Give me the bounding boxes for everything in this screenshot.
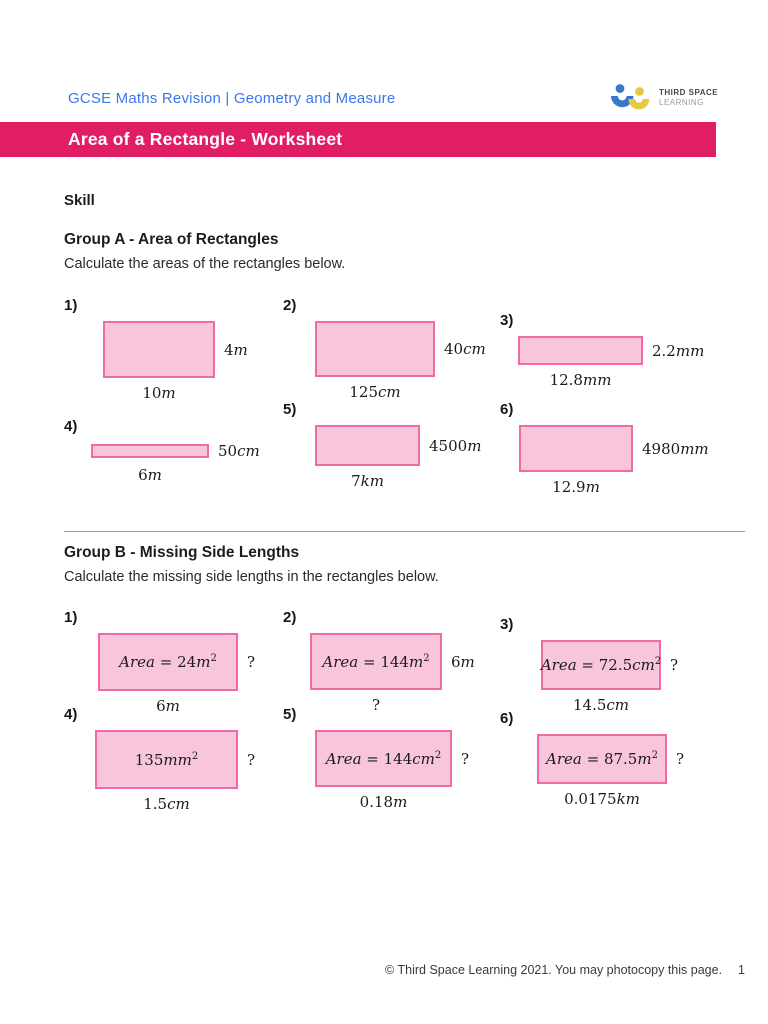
side-label-right: 4500m (429, 436, 482, 455)
area-label: 135mm2 (134, 750, 199, 769)
side-label-right: ? (461, 749, 470, 768)
logo-wordmark: THIRD SPACE LEARNING (659, 88, 718, 108)
side-label-right: ? (670, 656, 679, 674)
rectangle: Area = 144cm2 (315, 730, 452, 787)
side-label-bottom: 6m (138, 466, 162, 484)
item-number: 1) (64, 609, 78, 626)
side-label-bottom: 12.9m (552, 478, 600, 496)
group-a-title: Group A - Area of Rectangles (64, 231, 279, 248)
item-number: 2) (283, 297, 297, 314)
rectangle (315, 321, 435, 377)
rectangle (518, 336, 643, 365)
side-label-right: ? (676, 750, 685, 768)
item-number: 6) (500, 401, 514, 418)
side-label-bottom: 7km (351, 472, 384, 490)
worksheet-item: 3) Area = 72.5cm2? 14.5cm (500, 616, 679, 715)
side-label-bottom: 0.18m (359, 793, 408, 811)
worksheet-item: 5) 4500m 7km (283, 401, 482, 491)
worksheet-item: 6) 4980mm 12.9m (500, 401, 709, 497)
worksheet-item: 6) Area = 87.5m2? 0.0175km (500, 710, 685, 809)
worksheet-item: 1) 4m 10m (64, 297, 248, 403)
side-label-bottom: 12.8mm (549, 371, 612, 389)
group-b-instruction: Calculate the missing side lengths in th… (64, 569, 439, 585)
rectangle: 135mm2 (95, 730, 238, 789)
worksheet-item: 3) 2.2mm 12.8mm (500, 312, 705, 390)
item-number: 3) (500, 616, 514, 633)
side-label-right: 4980mm (642, 439, 709, 458)
area-label: Area = 24m2 (119, 653, 217, 671)
worksheet-item: 4) 50cm 6m (64, 418, 260, 485)
item-number: 5) (283, 706, 297, 723)
group-b-title: Group B - Missing Side Lengths (64, 544, 300, 561)
page-number: 1 (738, 963, 745, 977)
side-label-bottom: 125cm (349, 383, 401, 401)
item-number: 2) (283, 609, 297, 626)
page-title: Area of a Rectangle - Worksheet (68, 129, 343, 149)
rectangle: Area = 87.5m2 (537, 734, 667, 784)
side-label-right: 6m (451, 652, 475, 671)
side-label-right: ? (247, 750, 256, 769)
side-label-bottom: 1.5cm (143, 795, 190, 813)
item-number: 4) (64, 418, 78, 435)
area-label: Area = 72.5cm2 (540, 656, 662, 674)
area-label: Area = 144m2 (322, 652, 430, 671)
skill-heading: Skill (64, 192, 95, 209)
group-a-instruction: Calculate the areas of the rectangles be… (64, 256, 346, 272)
worksheet-item: 1) Area = 24m2? 6m (64, 609, 256, 716)
rectangle (519, 425, 633, 472)
area-label: Area = 87.5m2 (546, 750, 658, 768)
group-b-items: 1) Area = 24m2? 6m 2) Area = 144m2 6m? 3) Area … (64, 610, 768, 822)
item-number: 4) (64, 706, 78, 723)
item-number: 6) (500, 710, 514, 727)
rectangle: Area = 72.5cm2 (541, 640, 661, 690)
side-label-bottom: 6m (156, 697, 180, 715)
worksheet-item: 5) Area = 144cm2? 0.18m (283, 706, 470, 812)
copyright-text: © Third Space Learning 2021. You may pho… (385, 963, 723, 977)
worksheet-item: 2) 40cm 125cm (283, 297, 486, 402)
third-space-learning-logo: THIRD SPACE LEARNING (610, 82, 718, 114)
breadcrumb: GCSE Maths Revision | Geometry and Measu… (68, 90, 396, 107)
side-label-right: 40cm (444, 340, 486, 358)
brand-line-1: THIRD SPACE (659, 88, 719, 97)
rectangle: Area = 144m2 (310, 633, 442, 690)
item-number: 3) (500, 312, 514, 329)
page-footer: © Third Space Learning 2021. You may pho… (385, 963, 745, 977)
side-label-right: 4m (224, 340, 248, 359)
group-a-items: 1) 4m 10m 2) 40cm 125cm 3) 2.2mm 12.8mm 4) 50cm 6m 5… (64, 298, 768, 510)
rectangle: Area = 24m2 (98, 633, 238, 691)
side-label-right: ? (247, 653, 256, 671)
side-label-right: 2.2mm (652, 341, 705, 360)
side-label-bottom: 0.0175km (564, 790, 640, 808)
rectangle (91, 444, 209, 458)
side-label-bottom: ? (371, 696, 381, 714)
worksheet-item: 2) Area = 144m2 6m? (283, 609, 475, 715)
item-number: 5) (283, 401, 297, 418)
third-space-learning-logo-icon (610, 82, 650, 114)
item-number: 1) (64, 297, 78, 314)
side-label-bottom: 10m (142, 384, 176, 402)
side-label-bottom: 14.5cm (572, 696, 630, 714)
side-label-right: 50cm (218, 442, 260, 460)
rectangle (103, 321, 215, 378)
section-divider (64, 531, 745, 532)
rectangle (315, 425, 420, 466)
area-label: Area = 144cm2 (325, 749, 442, 768)
worksheet-title-banner: Area of a Rectangle - Worksheet (0, 122, 716, 157)
brand-line-2: LEARNING (659, 98, 704, 107)
worksheet-item: 4) 135mm2? 1.5cm (64, 706, 256, 814)
